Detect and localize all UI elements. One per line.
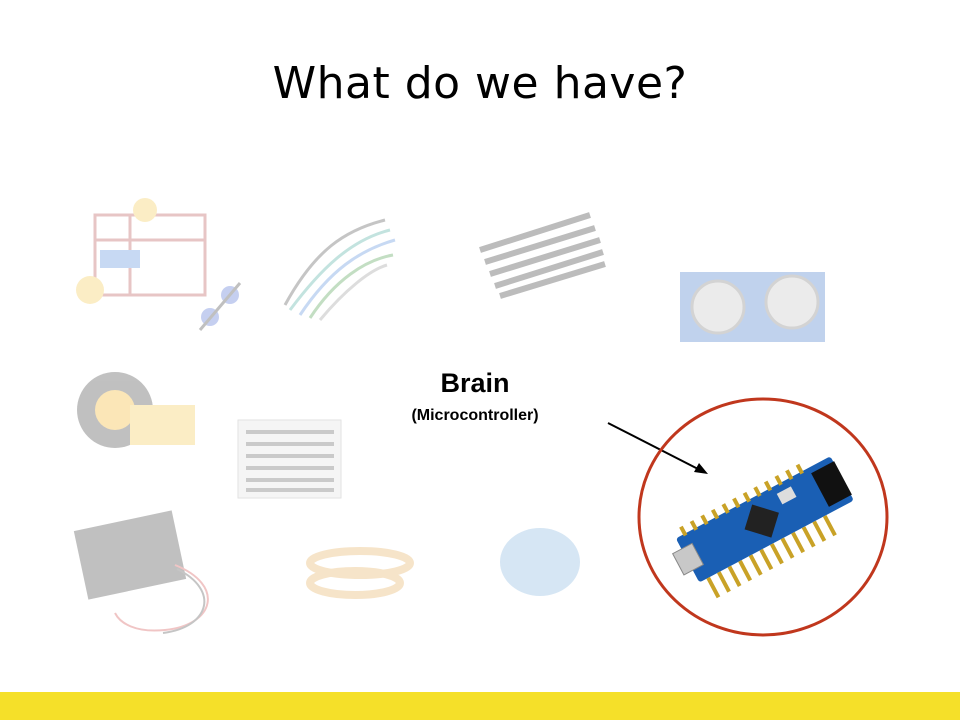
slide-title: What do we have? [272, 58, 688, 109]
jumper-wires-image [283, 218, 396, 321]
highlight-circle [637, 397, 889, 637]
highlight-label: Brain [440, 368, 510, 398]
putty-image [500, 528, 580, 596]
breadboard-image [237, 419, 342, 499]
cable-ties-image [479, 212, 606, 299]
highlight-sublabel: (Microcontroller) [411, 407, 539, 424]
rubber-bands-image [306, 547, 414, 599]
arduino-nano-image [671, 457, 853, 599]
robot-chassis-image [76, 198, 242, 331]
battery-holder-image [73, 510, 209, 634]
footer-bar [0, 692, 960, 720]
ultrasonic-sensor-image [680, 272, 825, 342]
pointer-arrow [607, 422, 708, 474]
motor-wheel-image [77, 372, 195, 448]
